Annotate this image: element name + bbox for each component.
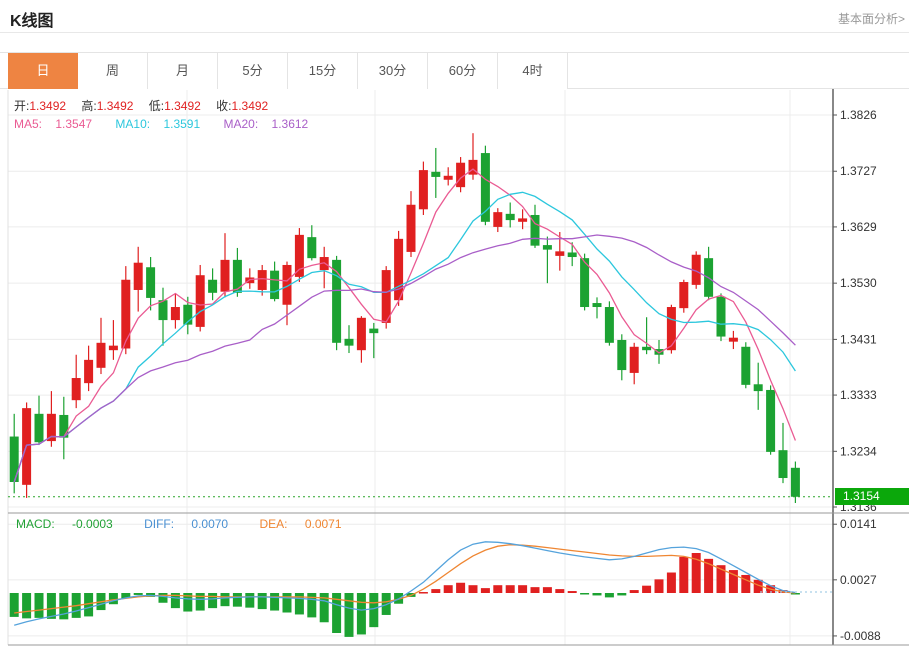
tab-4hour[interactable]: 4时 [498, 53, 568, 89]
svg-text:0.0141: 0.0141 [840, 517, 877, 531]
open-label: 开: [14, 99, 30, 113]
high-label: 高: [81, 99, 97, 113]
current-price-badge: 1.3154 [835, 488, 909, 505]
tab-15min[interactable]: 15分 [288, 53, 358, 89]
close-value: 1.3492 [231, 99, 269, 113]
period-tabbar: 日 周 月 5分 15分 30分 60分 4时 [0, 52, 909, 89]
svg-text:1.3333: 1.3333 [840, 388, 877, 402]
svg-text:1.3234: 1.3234 [840, 444, 877, 458]
open-value: 1.3492 [29, 99, 67, 113]
tab-60min[interactable]: 60分 [428, 53, 498, 89]
tab-5min[interactable]: 5分 [218, 53, 288, 89]
low-label: 低: [148, 99, 165, 113]
macd-legend: MACD: -0.0003 DIFF: 0.0070 DEA: 0.0071 [16, 517, 370, 531]
tab-week[interactable]: 周 [78, 53, 148, 89]
ma20-legend: MA20: 1.3612 [223, 117, 309, 131]
ma-legend: MA5: 1.3547 MA10: 1.3591 MA20: 1.3612 [14, 117, 328, 131]
period-tabs: 日 周 月 5分 15分 30分 60分 4时 [8, 53, 568, 89]
page-header: K线图 基本面分析> [0, 0, 909, 33]
svg-text:0.0027: 0.0027 [840, 573, 877, 587]
tab-30min[interactable]: 30分 [358, 53, 428, 89]
ma5-legend: MA5: 1.3547 [14, 117, 93, 131]
svg-text:1.3629: 1.3629 [840, 220, 877, 234]
svg-text:1.3826: 1.3826 [840, 108, 877, 122]
high-value: 1.3492 [96, 99, 134, 113]
diff-value-legend: DIFF: 0.0070 [144, 517, 229, 531]
macd-value-legend: MACD: -0.0003 [16, 517, 113, 531]
fundamental-analysis-link[interactable]: 基本面分析> [837, 12, 905, 26]
svg-text:1.3727: 1.3727 [840, 164, 877, 178]
tab-day[interactable]: 日 [8, 53, 78, 89]
ma10-legend: MA10: 1.3591 [115, 117, 201, 131]
tab-month[interactable]: 月 [148, 53, 218, 89]
page-title: K线图 [10, 13, 54, 30]
svg-text:1.3530: 1.3530 [840, 276, 877, 290]
dea-value-legend: DEA: 0.0071 [259, 517, 342, 531]
svg-text:-0.0088: -0.0088 [840, 629, 881, 643]
ohlc-readout: 开:1.3492 高:1.3492 低:1.3492 收:1.3492 [14, 97, 280, 114]
low-value: 1.3492 [164, 99, 201, 113]
svg-text:1.3431: 1.3431 [840, 332, 877, 346]
close-label: 收: [216, 99, 232, 113]
